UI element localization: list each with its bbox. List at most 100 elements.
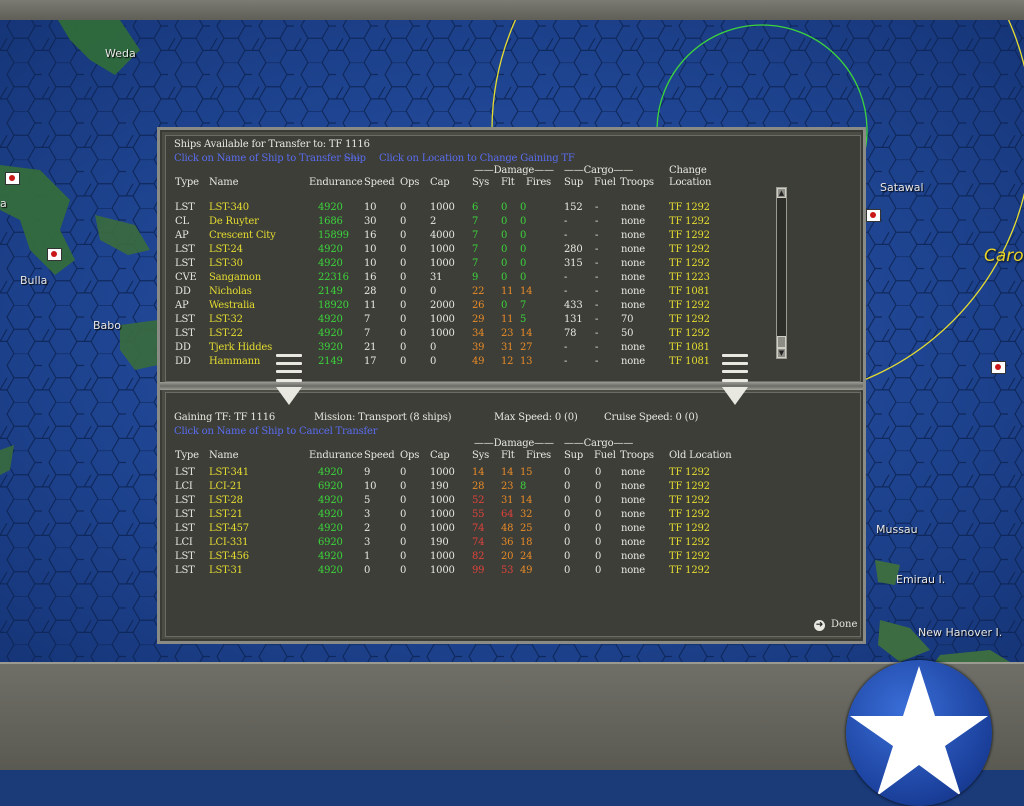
- cell-loc[interactable]: TF 1292: [669, 551, 710, 562]
- cell-name[interactable]: Tjerk Hiddes: [209, 342, 273, 353]
- cell-spd: 10: [364, 258, 377, 269]
- header-endurance[interactable]: Endurance: [309, 450, 363, 461]
- map-label-caroline: Caro: [984, 246, 1024, 266]
- ship-row: DD Hammann 2149 17 0 0 49 12 13 - - none TF 1081: [166, 355, 860, 369]
- cell-cap: 1000: [430, 314, 455, 325]
- cell-name[interactable]: LST-456: [209, 551, 249, 562]
- cell-loc[interactable]: TF 1292: [669, 300, 710, 311]
- cell-name[interactable]: LCI-21: [209, 481, 243, 492]
- cell-loc[interactable]: TF 1223: [669, 272, 710, 283]
- cell-name[interactable]: Crescent City: [209, 230, 276, 241]
- cell-spd: 10: [364, 244, 377, 255]
- cell-name[interactable]: Sangamon: [209, 272, 261, 283]
- header-sup[interactable]: Sup: [564, 177, 584, 188]
- cell-loc[interactable]: TF 1292: [669, 244, 710, 255]
- cell-name[interactable]: LST-21: [209, 509, 243, 520]
- cell-loc[interactable]: TF 1081: [669, 342, 710, 353]
- done-button[interactable]: ➜ Done: [814, 619, 857, 631]
- japanese-base-icon[interactable]: [991, 361, 1006, 374]
- header-location[interactable]: Location: [669, 177, 712, 188]
- cell-loc[interactable]: TF 1292: [669, 258, 710, 269]
- max-speed-label: Max Speed: 0 (0): [494, 412, 578, 423]
- header-type[interactable]: Type: [175, 450, 199, 461]
- cell-name[interactable]: LST-24: [209, 244, 243, 255]
- header-fires[interactable]: Fires: [526, 177, 551, 188]
- cell-loc[interactable]: TF 1292: [669, 509, 710, 520]
- cell-name[interactable]: LST-30: [209, 258, 243, 269]
- cell-sys: 52: [472, 495, 485, 506]
- ship-transfer-dialog: Ships Available for Transfer to: TF 1116…: [157, 127, 866, 644]
- cell-fuel: -: [595, 314, 599, 325]
- cell-name[interactable]: LST-32: [209, 314, 243, 325]
- header-ops[interactable]: Ops: [400, 450, 420, 461]
- header-flt[interactable]: Flt: [501, 177, 515, 188]
- header-sys[interactable]: Sys: [472, 450, 490, 461]
- cell-loc[interactable]: TF 1292: [669, 523, 710, 534]
- header-name[interactable]: Name: [209, 450, 239, 461]
- japanese-base-icon[interactable]: [5, 172, 20, 185]
- cell-fuel: -: [595, 300, 599, 311]
- header-cap[interactable]: Cap: [430, 177, 450, 188]
- cell-flt: 11: [501, 314, 514, 325]
- header-troops[interactable]: Troops: [620, 177, 654, 188]
- cell-name[interactable]: LST-457: [209, 523, 249, 534]
- cell-troops: none: [621, 467, 646, 478]
- cell-name[interactable]: Hammann: [209, 356, 261, 367]
- header-name[interactable]: Name: [209, 177, 239, 188]
- cell-loc[interactable]: TF 1292: [669, 314, 710, 325]
- cell-loc[interactable]: TF 1292: [669, 216, 710, 227]
- cell-loc[interactable]: TF 1081: [669, 356, 710, 367]
- cell-loc[interactable]: TF 1292: [669, 467, 710, 478]
- header-speed[interactable]: Speed: [364, 177, 395, 188]
- header-troops[interactable]: Troops: [620, 450, 654, 461]
- header-type[interactable]: Type: [175, 177, 199, 188]
- cell-fires: 13: [520, 356, 533, 367]
- cell-type: LST: [175, 565, 195, 576]
- cell-loc[interactable]: TF 1292: [669, 495, 710, 506]
- cell-spd: 17: [364, 356, 377, 367]
- cell-fires: 14: [520, 328, 533, 339]
- cell-loc[interactable]: TF 1292: [669, 565, 710, 576]
- header-fuel[interactable]: Fuel: [594, 177, 616, 188]
- cell-cap: 0: [430, 342, 437, 353]
- japanese-base-icon[interactable]: [47, 248, 62, 261]
- header-speed[interactable]: Speed: [364, 450, 395, 461]
- header-fuel[interactable]: Fuel: [594, 450, 616, 461]
- cell-name[interactable]: De Ruyter: [209, 216, 259, 227]
- transfer-down-arrow-icon[interactable]: [276, 354, 302, 405]
- cell-name[interactable]: LST-22: [209, 328, 243, 339]
- header-sup[interactable]: Sup: [564, 450, 584, 461]
- header-cap[interactable]: Cap: [430, 450, 450, 461]
- japanese-base-icon[interactable]: [866, 209, 881, 222]
- cell-loc[interactable]: TF 1081: [669, 286, 710, 297]
- scroll-down-button[interactable]: ▼: [777, 348, 786, 358]
- header-fires[interactable]: Fires: [526, 450, 551, 461]
- cell-loc[interactable]: TF 1292: [669, 328, 710, 339]
- us-star-roundel-icon[interactable]: [846, 660, 992, 806]
- header-flt[interactable]: Flt: [501, 450, 515, 461]
- transfer-down-arrow-icon[interactable]: [722, 354, 748, 405]
- header-ops[interactable]: Ops: [400, 177, 420, 188]
- cell-loc[interactable]: TF 1292: [669, 230, 710, 241]
- cell-sup: -: [564, 356, 568, 367]
- cell-ops: 0: [400, 286, 407, 297]
- cell-name[interactable]: LST-31: [209, 565, 243, 576]
- cell-loc[interactable]: TF 1292: [669, 537, 710, 548]
- scroll-thumb[interactable]: [777, 336, 786, 348]
- cell-name[interactable]: LCI-331: [209, 537, 249, 548]
- cell-loc[interactable]: TF 1292: [669, 202, 710, 213]
- cell-name[interactable]: Westralia: [209, 300, 255, 311]
- header-old-location[interactable]: Old Location: [669, 450, 732, 461]
- cell-name[interactable]: LST-28: [209, 495, 243, 506]
- cell-name[interactable]: LST-340: [209, 202, 249, 213]
- header-endurance[interactable]: Endurance: [309, 177, 363, 188]
- cell-cap: 31: [430, 272, 443, 283]
- cell-sys: 6: [472, 202, 479, 213]
- cell-type: DD: [175, 286, 191, 297]
- cell-loc[interactable]: TF 1292: [669, 481, 710, 492]
- available-ships-scrollbar[interactable]: ▲ ▼: [776, 187, 787, 359]
- scroll-up-button[interactable]: ▲: [777, 188, 786, 198]
- cell-name[interactable]: Nicholas: [209, 286, 252, 297]
- header-sys[interactable]: Sys: [472, 177, 490, 188]
- cell-name[interactable]: LST-341: [209, 467, 249, 478]
